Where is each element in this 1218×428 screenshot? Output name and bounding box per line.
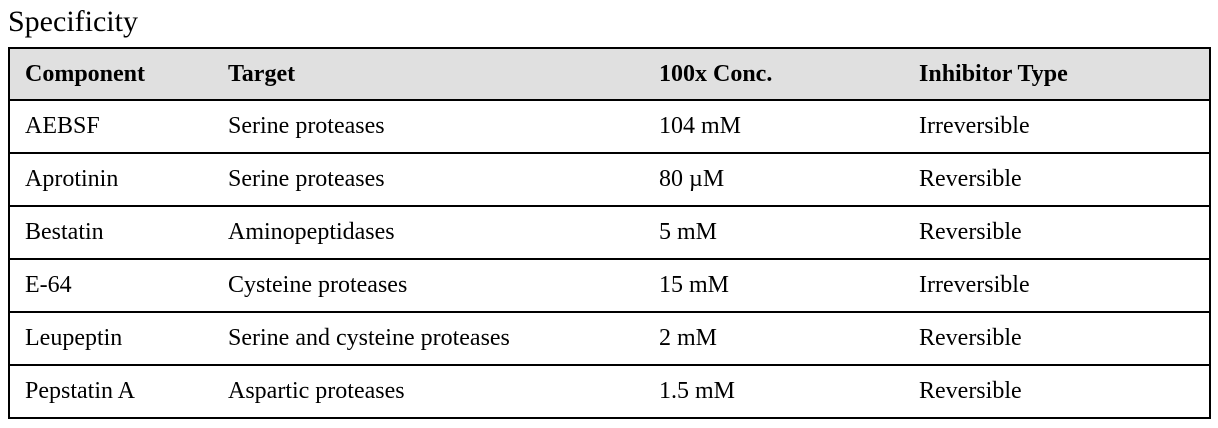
table-row: Aprotinin Serine proteases 80 µM Reversible [9, 152, 1210, 207]
table-cell: Serine and cysteine proteases [213, 311, 644, 366]
table-cell: 1.5 mM [644, 364, 904, 419]
table-cell: Serine proteases [213, 99, 644, 154]
table-row: E-64 Cysteine proteases 15 mM Irreversible [9, 258, 1210, 313]
table-cell: Reversible [904, 311, 1210, 366]
table-row: Leupeptin Serine and cysteine proteases 2 … [9, 311, 1210, 366]
table-cell: Irreversible [904, 99, 1210, 154]
table-cell: Reversible [904, 152, 1210, 207]
table-row: Pepstatin A Aspartic proteases 1.5 mM Rever… [9, 364, 1210, 419]
table-cell: Pepstatin A [9, 364, 213, 419]
table-cell: 2 mM [644, 311, 904, 366]
column-header: Component [9, 47, 213, 101]
table-cell: Leupeptin [9, 311, 213, 366]
specificity-table: Component Target 100x Conc. Inhibitor Type … [8, 47, 1211, 419]
table-cell: Irreversible [904, 258, 1210, 313]
section-title: Specificity [8, 5, 138, 38]
table-cell: Reversible [904, 364, 1210, 419]
table-cell: 80 µM [644, 152, 904, 207]
table-cell: Cysteine proteases [213, 258, 644, 313]
table-cell: 15 mM [644, 258, 904, 313]
table-cell: Serine proteases [213, 152, 644, 207]
table-cell: Aminopeptidases [213, 205, 644, 260]
column-header: 100x Conc. [644, 47, 904, 101]
table-body: AEBSF Serine proteases 104 mM Irreversible A… [9, 99, 1210, 419]
table-cell: 5 mM [644, 205, 904, 260]
table-cell: Bestatin [9, 205, 213, 260]
table-cell: AEBSF [9, 99, 213, 154]
table-cell: E-64 [9, 258, 213, 313]
table-header: Component Target 100x Conc. Inhibitor Type [9, 47, 1210, 101]
table-row: Bestatin Aminopeptidases 5 mM Reversible [9, 205, 1210, 260]
column-header: Target [213, 47, 644, 101]
table-cell: 104 mM [644, 99, 904, 154]
table-cell: Reversible [904, 205, 1210, 260]
header-row: Component Target 100x Conc. Inhibitor Type [9, 47, 1210, 101]
table-cell: Aspartic proteases [213, 364, 644, 419]
table-row: AEBSF Serine proteases 104 mM Irreversible [9, 99, 1210, 154]
table-cell: Aprotinin [9, 152, 213, 207]
column-header: Inhibitor Type [904, 47, 1210, 101]
